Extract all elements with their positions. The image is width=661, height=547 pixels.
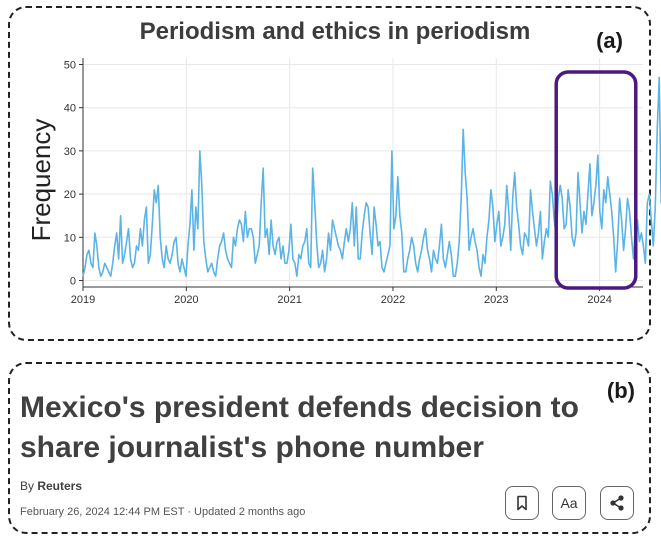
article-panel: (b) Mexico's president defends decision …	[8, 362, 651, 534]
share-button[interactable]	[600, 486, 634, 520]
y-tick-label: 50	[64, 59, 76, 71]
y-tick-label: 30	[64, 146, 76, 158]
x-tick-label: 2022	[381, 294, 405, 306]
byline-prefix: By	[20, 479, 38, 493]
article-headline[interactable]: Mexico's president defends decision to s…	[20, 391, 579, 464]
panel-label-b: (b)	[606, 378, 635, 403]
y-axis-label: Frequency	[26, 119, 56, 242]
article-dateline: February 26, 2024 12:44 PM EST · Updated…	[20, 506, 306, 518]
x-tick-label: 2024	[587, 294, 611, 306]
chart-title: Periodism and ethics in periodism	[140, 18, 531, 45]
highlight-box-2024	[554, 70, 638, 290]
bookmark-button[interactable]	[505, 486, 539, 520]
y-tick-label: 20	[64, 189, 76, 201]
chart-panel: (a)	[8, 6, 651, 341]
y-tick-label: 10	[64, 232, 76, 244]
y-tick-label: 40	[64, 103, 76, 115]
x-tick-label: 2019	[71, 294, 95, 306]
author-link[interactable]: Reuters	[37, 479, 83, 493]
bookmark-icon	[517, 495, 527, 511]
series-line-layer	[82, 76, 661, 278]
text-size-button[interactable]: Aa	[552, 486, 586, 520]
panel-label-a: (a)	[596, 28, 623, 53]
axes	[79, 58, 643, 291]
x-tick-label: 2020	[174, 294, 198, 306]
share-icon	[610, 495, 624, 511]
y-tick-label: 0	[70, 276, 76, 288]
x-tick-label: 2021	[277, 294, 301, 306]
tick-labels: 0 10 20 30 40 50 2019 2020 2021 2022 2023 2024	[64, 59, 612, 306]
x-tick-label: 2023	[484, 294, 508, 306]
byline: By Reuters	[20, 479, 82, 493]
series-line	[82, 76, 661, 278]
